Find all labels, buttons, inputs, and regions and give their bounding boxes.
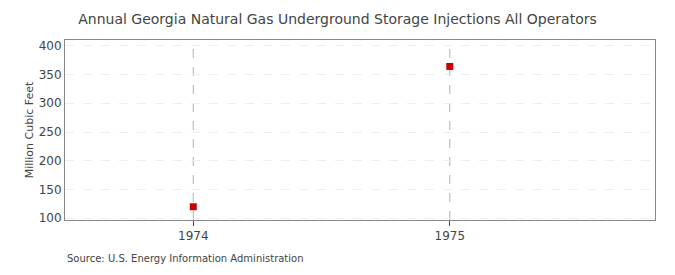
svg-text:250: 250 [39, 125, 62, 139]
svg-text:200: 200 [39, 154, 62, 168]
svg-text:400: 400 [39, 39, 62, 53]
svg-text:350: 350 [39, 68, 62, 82]
svg-text:150: 150 [39, 183, 62, 197]
svg-text:300: 300 [39, 96, 62, 110]
svg-text:1975: 1975 [435, 229, 466, 243]
svg-text:1974: 1974 [178, 229, 209, 243]
svg-text:Million Cubic Feet: Million Cubic Feet [23, 81, 36, 178]
svg-text:100: 100 [39, 211, 62, 225]
svg-text:Source: U.S. Energy Informatio: Source: U.S. Energy Information Administ… [67, 253, 304, 264]
svg-text:Annual Georgia Natural Gas Und: Annual Georgia Natural Gas Underground S… [78, 11, 597, 27]
